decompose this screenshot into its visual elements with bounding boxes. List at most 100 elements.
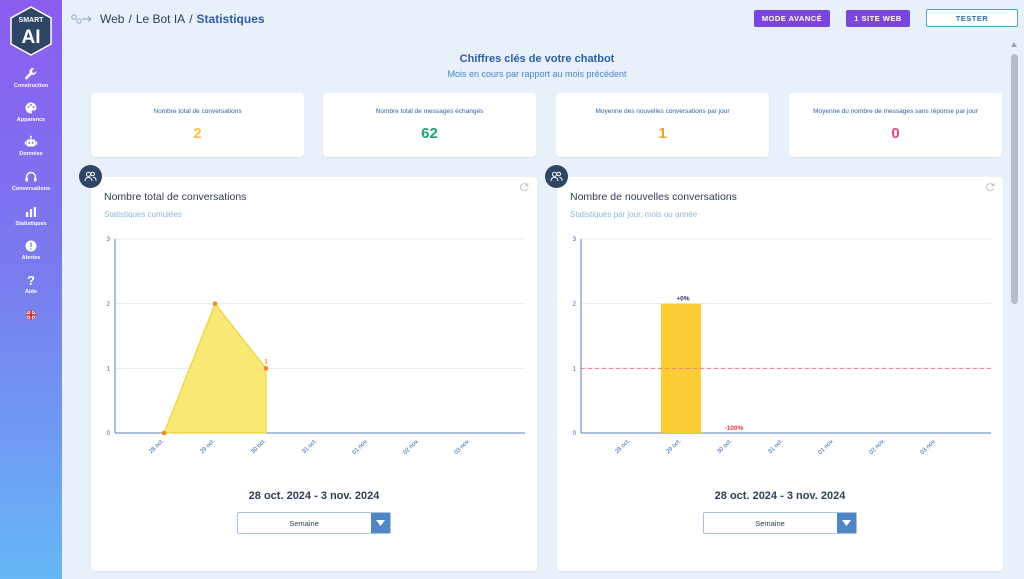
data-label: 1	[264, 358, 268, 365]
data-label: +0%	[676, 296, 689, 303]
kpi-value: 2	[193, 125, 202, 142]
sidebar-item-aide[interactable]: ? Aide	[0, 273, 62, 295]
chart-card-total-conversations: Nombre total de conversations Statistiqu…	[91, 177, 537, 571]
scroll-up-arrow[interactable]	[1011, 42, 1017, 47]
chevron-down-icon[interactable]	[837, 513, 856, 533]
x-tick-label: 03 nov.	[454, 438, 472, 456]
users-icon	[79, 165, 102, 188]
bar-chart-icon	[26, 207, 36, 217]
refresh-icon[interactable]	[985, 182, 995, 192]
kpi-value: 0	[891, 125, 900, 142]
y-tick-label: 2	[573, 302, 577, 308]
headset-icon	[25, 171, 37, 182]
x-tick-label: 01 nov.	[352, 438, 370, 456]
x-tick-label: 30 oct.	[250, 438, 267, 455]
uk-flag-icon	[25, 309, 37, 321]
x-tick-label: 02 nov.	[869, 438, 887, 456]
test-button[interactable]: TESTER	[926, 9, 1018, 27]
sidebar-item-label: Statistiques	[15, 221, 47, 227]
bar-chart: 0 1 2 3 28 oct. 29 oct. 30 oct. 31 oct. 01 nov. 0…	[573, 237, 991, 456]
sidebar-item-label: Construction	[13, 83, 49, 89]
y-tick-label: 0	[573, 431, 577, 437]
wrench-icon	[25, 68, 37, 80]
scroll-thumb[interactable]	[1011, 54, 1018, 304]
back-route-icon[interactable]	[70, 13, 94, 25]
palette-icon	[25, 102, 37, 114]
chart-subtitle: Statistiques cumulées	[104, 210, 182, 219]
kpi-label: Nombre total de conversations	[153, 108, 242, 115]
y-tick-label: 1	[107, 366, 111, 372]
chevron-down-icon[interactable]	[371, 513, 390, 533]
x-tick-label: 01 nov.	[818, 438, 836, 456]
kpi-label: Moyenne des nouvelles conversations par …	[595, 108, 730, 115]
svg-text:?: ?	[27, 273, 35, 287]
breadcrumb-current: Statistiques	[196, 12, 265, 26]
kpi-card-conversations: Nombre total de conversations 2	[91, 93, 304, 157]
robot-icon	[24, 135, 38, 147]
sidebar-item-label: Aide	[25, 289, 37, 295]
kpi-card-messages: Nombre total de messages échangés 62	[323, 93, 536, 157]
date-range: 28 oct. 2024 - 3 nov. 2024	[248, 490, 380, 502]
breadcrumb-bot[interactable]: Le Bot IA	[135, 12, 186, 26]
y-tick-label: 3	[107, 237, 111, 243]
logo-text-main: AI	[22, 27, 41, 48]
x-tick-label: 31 oct.	[301, 438, 318, 455]
y-tick-label: 3	[573, 237, 577, 243]
area-chart: 0 1 2 3 28 oct. 29 oct. 30 oct. 31 oct. 01 nov. 0…	[107, 237, 525, 456]
date-range: 28 oct. 2024 - 3 nov. 2024	[714, 490, 846, 502]
page-scrollbar[interactable]	[1009, 40, 1020, 575]
x-tick-label: 02 nov.	[403, 438, 421, 456]
sidebar-item-statistiques[interactable]: Statistiques	[0, 205, 62, 227]
data-point	[263, 366, 269, 371]
kpi-card-avg-new-conversations: Moyenne des nouvelles conversations par …	[556, 93, 769, 157]
period-select[interactable]: Semaine	[237, 512, 391, 534]
kpi-value: 62	[421, 125, 438, 142]
kpi-label: Moyenne du nombre de messages sans répon…	[813, 108, 978, 115]
smart-ai-logo[interactable]: SMART AI	[8, 5, 54, 57]
x-tick-label: 31 oct.	[767, 438, 784, 455]
x-tick-label: 29 oct.	[199, 438, 216, 455]
x-tick-label: 28 oct.	[148, 438, 165, 455]
y-tick-label: 2	[107, 302, 111, 308]
kpi-title: Chiffres clés de votre chatbot	[459, 53, 615, 65]
logo-text-top: SMART	[19, 17, 45, 24]
chart-title: Nombre de nouvelles conversations	[570, 191, 737, 203]
breadcrumb-separator: /	[128, 12, 132, 26]
sidebar-item-label: Conversations	[11, 186, 51, 192]
sidebar-item-donnees[interactable]: Données	[0, 135, 62, 157]
y-tick-label: 1	[573, 366, 577, 372]
chart-subtitle: Statistiques par jour, mois ou année	[570, 210, 698, 219]
alert-icon	[25, 240, 37, 252]
help-icon: ?	[27, 273, 35, 287]
x-tick-label: 30 oct.	[716, 438, 733, 455]
chart-card-new-conversations: Nombre de nouvelles conversations Statis…	[557, 177, 1003, 571]
data-point	[161, 430, 167, 436]
x-tick-label: 03 nov.	[920, 438, 938, 456]
refresh-icon[interactable]	[519, 182, 529, 192]
kpi-value: 1	[658, 125, 667, 142]
language-selector[interactable]	[0, 308, 62, 322]
sidebar-item-conversations[interactable]: Conversations	[0, 170, 62, 192]
x-tick-label: 29 oct.	[665, 438, 682, 455]
breadcrumb: Web / Le Bot IA / Statistiques	[70, 10, 265, 28]
chart-title: Nombre total de conversations	[104, 191, 247, 203]
sidebar-item-apparence[interactable]: Apparence	[0, 101, 62, 123]
sidebar-item-label: Alertes	[21, 255, 41, 261]
advanced-mode-button[interactable]: MODE AVANCÉ	[754, 10, 830, 27]
breadcrumb-separator: /	[189, 12, 193, 26]
sidebar-item-construction[interactable]: Construction	[0, 67, 62, 89]
users-icon	[545, 165, 568, 188]
kpi-subtitle: Mois en cours par rapport au mois précéd…	[447, 69, 627, 79]
period-select-value: Semaine	[755, 519, 785, 528]
website-button[interactable]: 1 SITE WEB	[846, 10, 910, 27]
sidebar-item-alertes[interactable]: Alertes	[0, 239, 62, 261]
x-tick-label: 28 oct.	[614, 438, 631, 455]
sidebar-item-label: Apparence	[16, 117, 46, 123]
y-tick-label: 0	[107, 431, 111, 437]
sidebar: SMART AI Construction Apparence Données …	[0, 0, 62, 579]
kpi-card-unanswered: Moyenne du nombre de messages sans répon…	[789, 93, 1002, 157]
sidebar-item-label: Données	[19, 151, 43, 157]
breadcrumb-web[interactable]: Web	[100, 12, 125, 26]
period-select[interactable]: Semaine	[703, 512, 857, 534]
data-label: -100%	[725, 425, 744, 432]
